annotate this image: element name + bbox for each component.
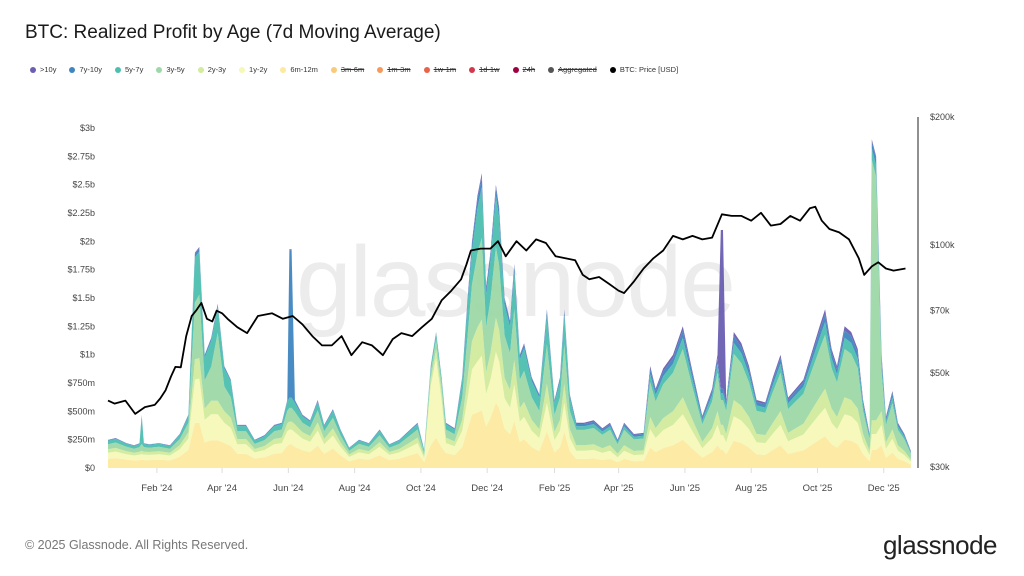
legend-label: 1m-3m (387, 65, 411, 74)
x-tick-label: Apr '25 (604, 483, 634, 494)
legend-item[interactable]: 6m-12m (280, 65, 318, 74)
x-tick-label: Dec '24 (471, 483, 503, 494)
legend-label: 2y-3y (207, 65, 227, 74)
legend-dot-icon (377, 66, 384, 73)
x-tick-label: Aug '25 (735, 483, 767, 494)
legend-label: 1y-2y (249, 65, 268, 74)
legend-item[interactable]: 1y-2y (239, 65, 267, 74)
legend-label: 5y-7y (125, 65, 144, 74)
legend-dot-icon (423, 66, 430, 73)
legend-dot-icon (69, 66, 76, 73)
legend-label: 1w-1m (433, 65, 457, 74)
legend-item[interactable]: 1m-3m (377, 65, 411, 74)
x-tick-label: Feb '24 (141, 483, 172, 494)
y-left-tick-label: $2.25b (67, 208, 95, 218)
legend-label: BTC: Price [USD] (619, 65, 679, 74)
legend-item[interactable]: >10y (30, 65, 56, 74)
y-left-tick-label: $1b (80, 350, 95, 360)
price-line (107, 205, 906, 415)
legend-dot-icon (156, 66, 163, 73)
legend-label: 3m-6m (340, 65, 365, 74)
legend-label: Aggregated (558, 65, 597, 74)
legend: >10y 7y-10y 5y-7y 3y-5y 2y-3y 1y-2y 6m-12m 3m-6… (30, 65, 691, 74)
y-left-tick-label: $0 (85, 463, 95, 473)
y-left-tick-label: $2.75b (67, 151, 95, 161)
legend-item[interactable]: 1d-1w (469, 65, 500, 74)
legend-item[interactable]: 5y-7y (115, 65, 143, 74)
x-tick-label: Oct '24 (406, 483, 436, 494)
legend-dot-icon (330, 66, 337, 73)
legend-item[interactable]: 24h (512, 65, 536, 74)
legend-dot-icon (197, 66, 204, 73)
legend-label: >10y (40, 65, 57, 74)
area-series-1y2y (108, 351, 911, 465)
area-series-3y5y (108, 159, 911, 460)
x-tick-label: Jun '25 (670, 483, 700, 494)
y-left-tick-label: $250m (67, 435, 95, 445)
y-left-tick-label: $1.5b (72, 293, 95, 303)
y-right-tick-label: $50k (930, 368, 950, 378)
legend-item[interactable]: 2y-3y (197, 65, 227, 74)
legend-dot-icon (280, 66, 287, 73)
y-right-tick-label: $200k (930, 112, 955, 122)
area-series-6m12m (108, 402, 911, 468)
y-right-tick-label: $100k (930, 240, 955, 250)
legend-item[interactable]: 3y-5y (156, 65, 185, 74)
legend-item[interactable]: Aggregated (548, 65, 597, 74)
legend-item[interactable]: BTC: Price [USD] (609, 65, 679, 74)
legend-dot-icon (469, 66, 476, 73)
legend-dot-icon (30, 66, 36, 73)
x-tick-label: Aug '24 (339, 483, 371, 494)
legend-label: 3y-5y (166, 65, 185, 74)
x-tick-label: Dec '25 (868, 483, 900, 494)
y-left-tick-label: $750m (67, 378, 95, 388)
y-left-tick-label: $1.25b (67, 321, 95, 331)
y-left-tick-label: $3b (80, 123, 95, 133)
legend-label: 1d-1w (479, 65, 500, 74)
copyright-footer: © 2025 Glassnode. All Rights Reserved. (25, 538, 249, 552)
legend-item[interactable]: 7y-10y (69, 65, 102, 74)
area-series-2y3y (108, 317, 911, 462)
legend-dot-icon (115, 66, 121, 73)
legend-label: 24h (522, 65, 536, 74)
legend-dot-icon (512, 66, 519, 73)
glassnode-logo[interactable]: glassnode (882, 530, 998, 560)
x-tick-label: Apr '24 (207, 483, 237, 494)
y-left-tick-label: $500m (67, 406, 95, 416)
y-right-tick-label: $30k (930, 462, 950, 472)
x-tick-label: Oct '25 (803, 483, 833, 494)
legend-label: 6m-12m (290, 65, 318, 74)
x-tick-label: Feb '25 (539, 483, 570, 494)
legend-item[interactable]: 1w-1m (423, 65, 457, 74)
legend-dot-icon (609, 66, 616, 73)
legend-dot-icon (239, 66, 246, 73)
y-left-tick-label: $1.75b (67, 265, 95, 275)
legend-item[interactable]: 3m-6m (330, 65, 365, 74)
legend-dot-icon (548, 66, 555, 73)
legend-label: 7y-10y (79, 65, 102, 74)
x-tick-label: Jun '24 (273, 483, 303, 494)
chart-title: BTC: Realized Profit by Age (7d Moving A… (25, 22, 441, 43)
y-left-tick-label: $2b (80, 236, 95, 246)
y-right-tick-label: $70k (930, 306, 950, 316)
y-left-tick-label: $2.5b (72, 180, 95, 190)
